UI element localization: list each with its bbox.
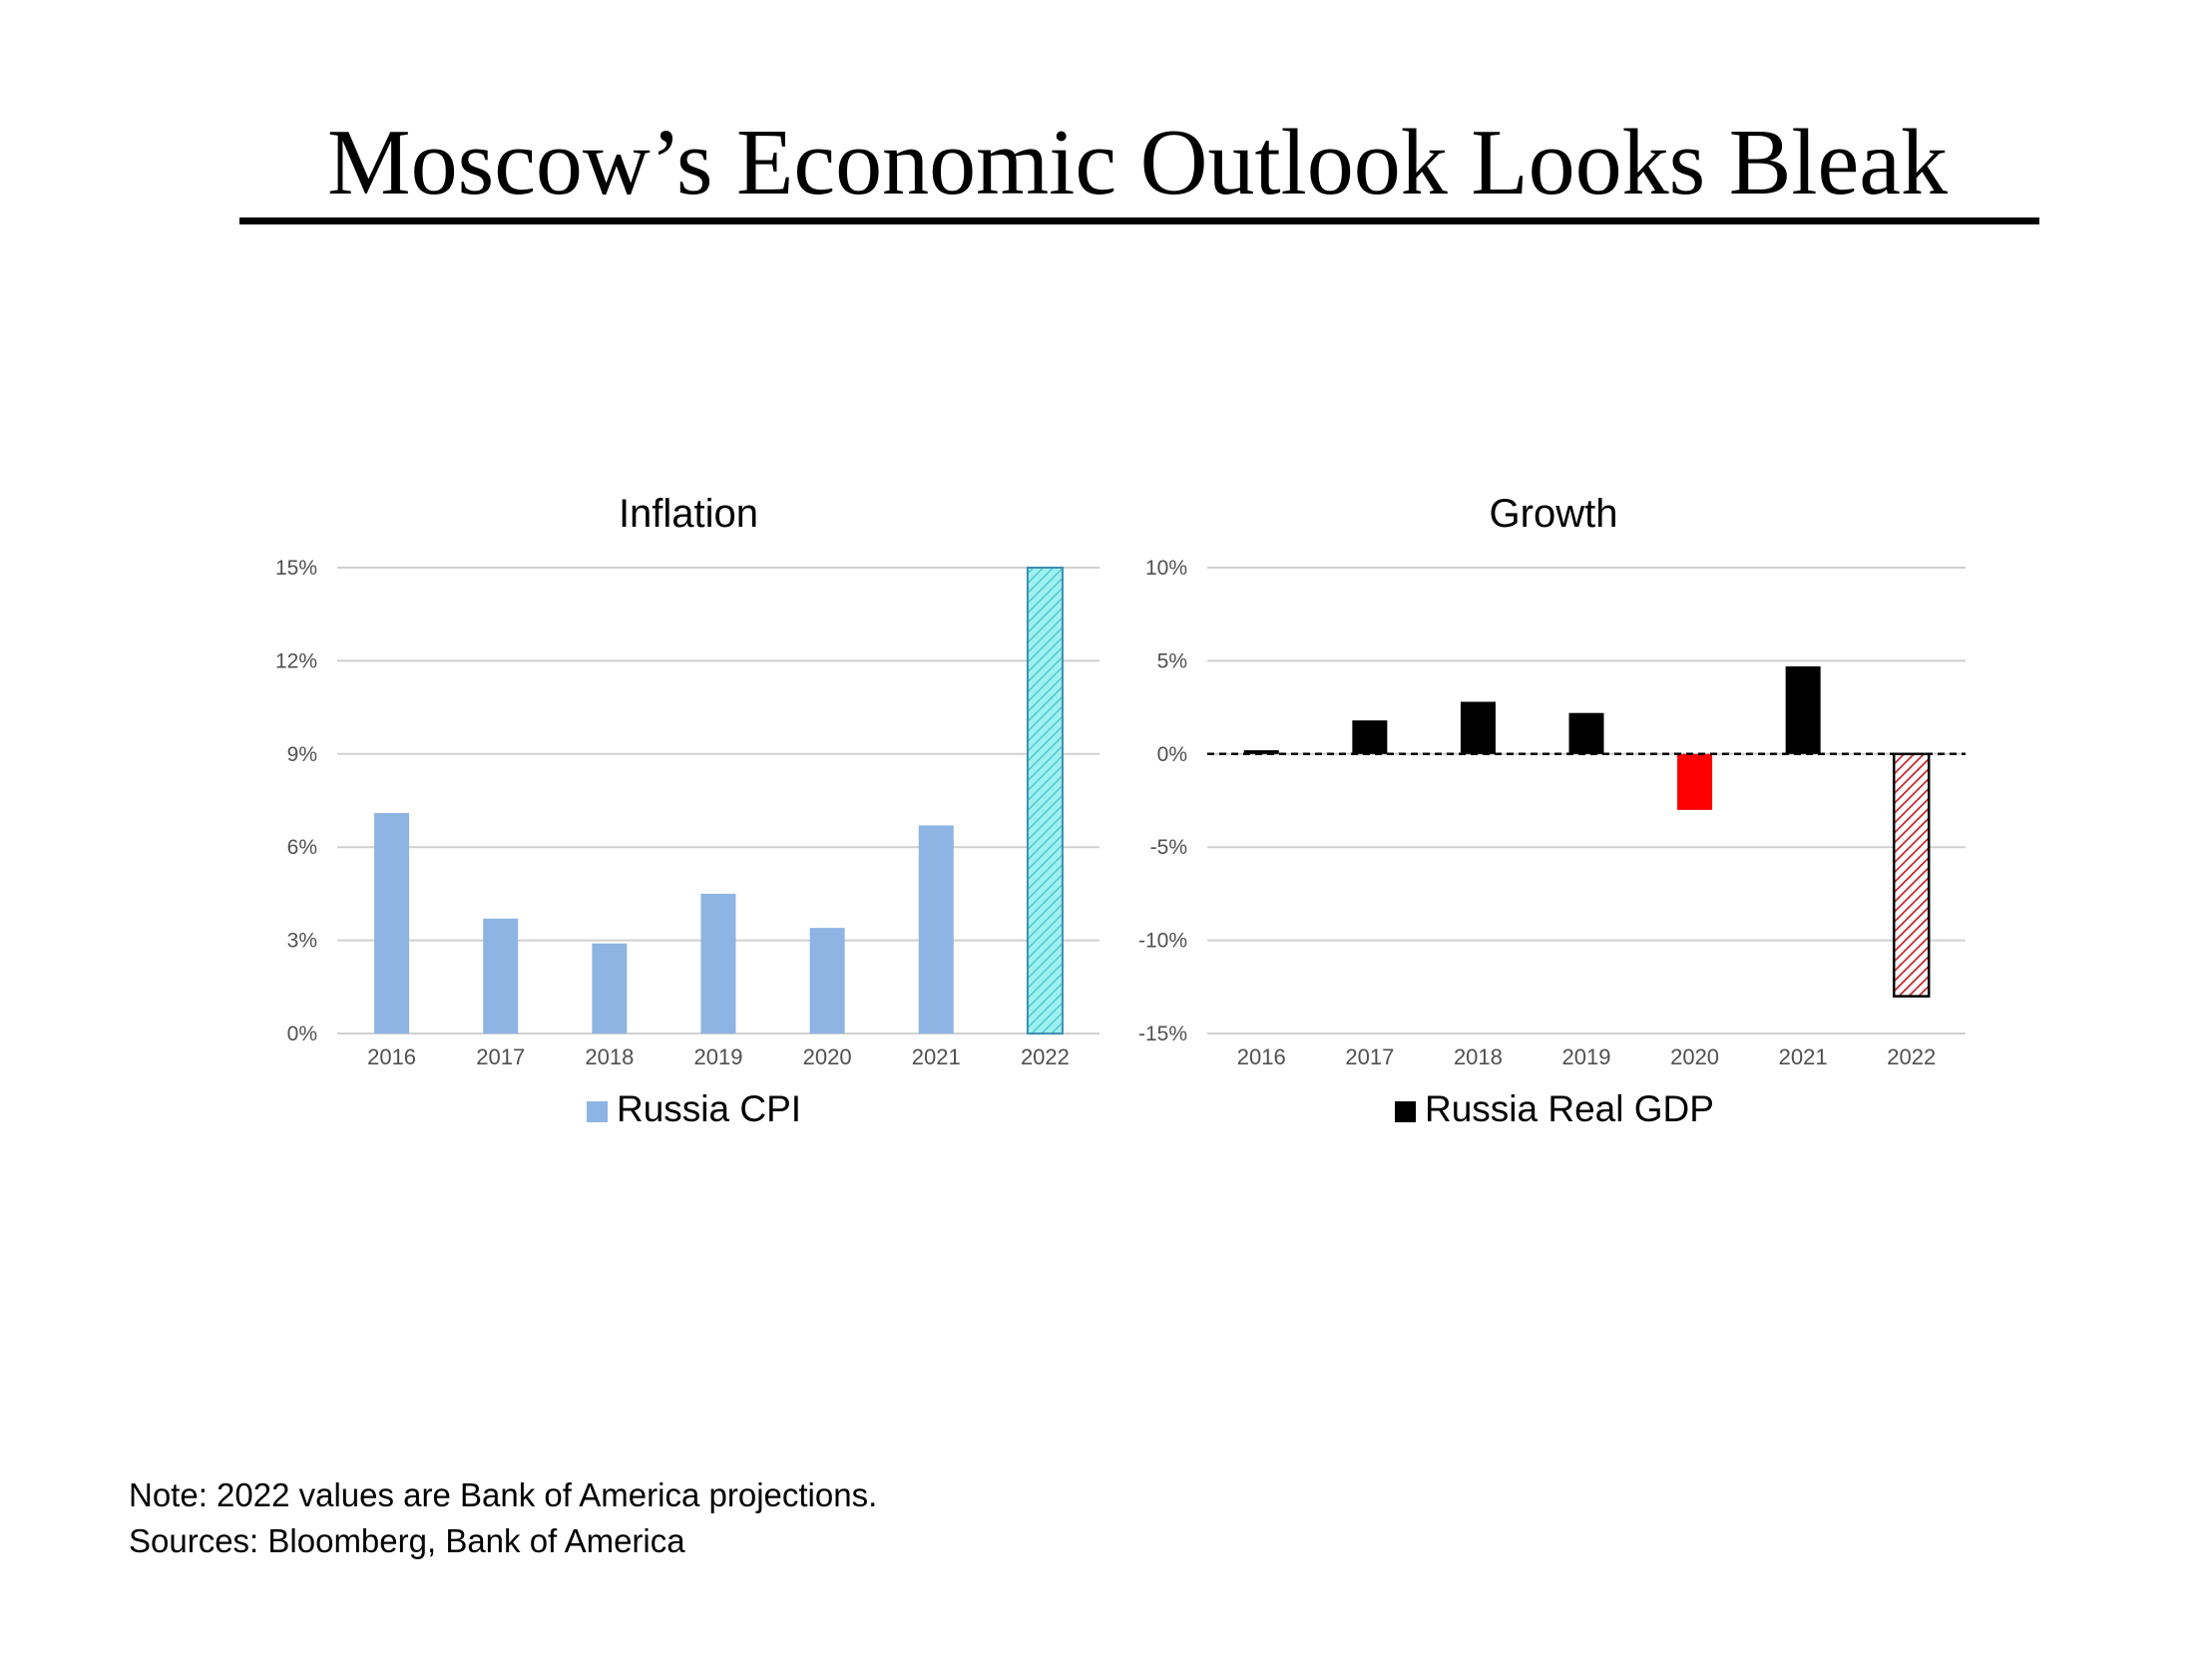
x-tick-label: 2018 bbox=[1454, 1044, 1503, 1069]
x-tick-label: 2021 bbox=[1779, 1044, 1828, 1069]
x-tick-label: 2016 bbox=[1237, 1044, 1286, 1069]
legend-label: Russia CPI bbox=[617, 1088, 801, 1129]
x-tick-label: 2022 bbox=[1021, 1044, 1070, 1069]
legend-label: Russia Real GDP bbox=[1425, 1088, 1714, 1129]
bar-2019 bbox=[700, 893, 736, 1034]
x-tick-label: 2016 bbox=[367, 1044, 416, 1069]
y-tick-label: 0% bbox=[1157, 743, 1187, 766]
legend-swatch bbox=[587, 1101, 608, 1122]
bar-2017 bbox=[1352, 720, 1388, 754]
y-tick-label: -15% bbox=[1138, 1023, 1187, 1045]
chart-title: Growth bbox=[1490, 492, 1618, 536]
page-title: Moscow’s Economic Outlook Looks Bleak bbox=[327, 111, 1948, 214]
inflation-chart: Inflation 0% 3% 6% 9% 12% 15% 2016 2017 2018 2019 2… bbox=[275, 492, 1100, 1129]
x-tick-label: 2020 bbox=[1670, 1044, 1719, 1069]
y-tick-label: 9% bbox=[287, 743, 317, 766]
x-tick-label: 2017 bbox=[476, 1044, 525, 1069]
y-tick-label: -5% bbox=[1150, 836, 1187, 859]
legend-swatch bbox=[1395, 1101, 1416, 1122]
bar-2021 bbox=[1785, 666, 1821, 754]
bar-2019 bbox=[1568, 712, 1604, 754]
bar-2016 bbox=[374, 812, 410, 1034]
bar-2016 bbox=[1243, 750, 1279, 754]
footnotes: Note: 2022 values are Bank of America pr… bbox=[129, 1472, 877, 1564]
x-tick-label: 2019 bbox=[694, 1044, 743, 1069]
bar-2018 bbox=[592, 943, 628, 1034]
x-tick-label: 2020 bbox=[803, 1044, 852, 1069]
bar-2018 bbox=[1460, 701, 1496, 754]
y-tick-label: 3% bbox=[287, 930, 317, 953]
sources-note: Sources: Bloomberg, Bank of America bbox=[129, 1522, 685, 1559]
y-tick-label: 6% bbox=[287, 836, 317, 859]
projection-note: Note: 2022 values are Bank of America pr… bbox=[129, 1476, 878, 1513]
y-tick-label: -10% bbox=[1138, 930, 1187, 953]
bar-2021 bbox=[918, 825, 954, 1034]
x-tick-label: 2018 bbox=[585, 1044, 634, 1069]
bar-2020 bbox=[1677, 753, 1713, 810]
growth-chart: Growth -15% -10% -5% 0% 5% 10% 2016 2017 2018 2019… bbox=[1138, 492, 1966, 1129]
y-tick-label: 15% bbox=[275, 557, 317, 580]
y-tick-label: 10% bbox=[1145, 557, 1187, 580]
bar-2020 bbox=[809, 928, 845, 1034]
x-tick-label: 2022 bbox=[1887, 1044, 1936, 1069]
y-tick-label: 5% bbox=[1157, 649, 1187, 672]
title-rule bbox=[239, 217, 2039, 224]
chart-title: Inflation bbox=[619, 492, 758, 536]
x-tick-label: 2021 bbox=[912, 1044, 961, 1069]
bar-2022 bbox=[1026, 567, 1064, 1035]
x-tick-label: 2019 bbox=[1562, 1044, 1611, 1069]
bar-2022 bbox=[1892, 752, 1931, 998]
y-tick-label: 12% bbox=[275, 649, 317, 672]
y-tick-label: 0% bbox=[287, 1023, 317, 1045]
x-tick-label: 2017 bbox=[1345, 1044, 1394, 1069]
bar-2017 bbox=[483, 918, 519, 1034]
